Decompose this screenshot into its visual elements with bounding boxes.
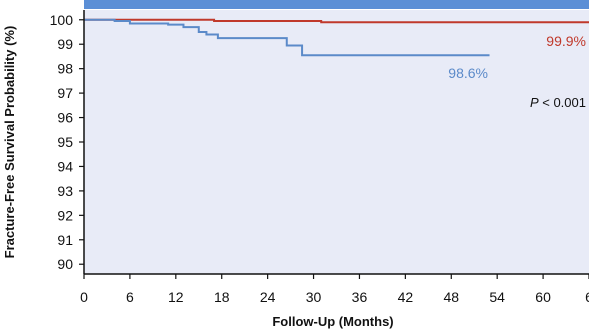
y-tick-label: 100 [50,12,74,28]
x-axis-ticks: 0 6 12 18 24 30 36 42 48 54 60 6 [80,274,589,305]
y-tick-label: 96 [57,110,73,126]
x-tick-label: 6 [126,289,134,305]
y-tick-label: 94 [57,158,73,174]
x-tick-label: 18 [214,289,230,305]
y-tick-label: 95 [57,134,73,150]
red-survival-curve [84,18,589,24]
x-tick-label: 36 [352,289,368,305]
y-tick-label: 97 [57,85,73,101]
x-tick-label: 42 [398,289,414,305]
y-axis-ticks: 90 91 92 93 94 95 96 97 98 99 100 [50,12,84,272]
x-tick-label: 60 [535,289,551,305]
y-tick-label: 99 [57,36,73,52]
x-tick-label: 24 [260,289,276,305]
y-tick-label: 91 [57,232,73,248]
x-tick-label: 30 [306,289,322,305]
y-tick-label: 98 [57,61,73,77]
blue-survival-curve [84,18,490,57]
x-axis-title: Follow-Up (Months) [272,314,393,329]
x-tick-label: 0 [80,289,88,305]
y-tick-label: 92 [57,207,73,223]
blue-series-end-label: 98.6% [448,65,488,81]
y-tick-label: 90 [57,256,73,272]
plot-area [84,10,589,274]
series-layer [84,18,589,57]
y-axis-title: Fracture-Free Survival Probability (%) [2,26,17,259]
x-tick-label: 48 [443,289,459,305]
x-tick-label: 6 [585,289,589,305]
red-series-end-label: 99.9% [546,33,586,49]
p-value-annotation: P < 0.001 [530,95,586,110]
x-tick-label: 54 [489,289,505,305]
header-band [84,0,589,9]
x-tick-label: 12 [168,289,184,305]
y-tick-label: 93 [57,183,73,199]
